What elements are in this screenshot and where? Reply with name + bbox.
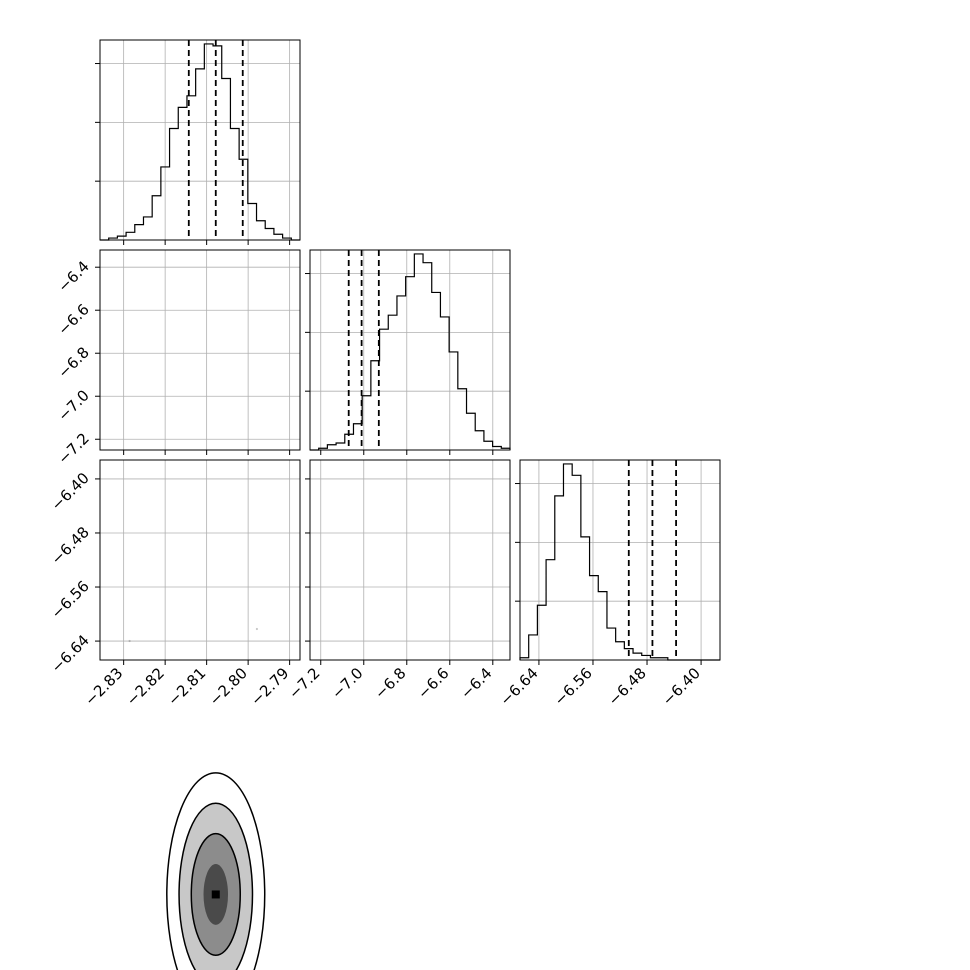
y-tick-label: −6.64 [48, 631, 93, 676]
panel-frame [99, 249, 301, 451]
panel-frame [99, 39, 301, 241]
x-tick-label: −2.83 [81, 664, 126, 709]
x-tick-label: −6.64 [497, 664, 542, 709]
x-tick-label: −6.8 [371, 664, 409, 702]
y-tick-label: −6.56 [48, 577, 93, 622]
y-tick-label: −7.2 [54, 429, 92, 467]
histogram-2 [519, 463, 720, 661]
y-tick-label: −6.6 [54, 300, 92, 338]
x-tick-label: −2.81 [164, 664, 209, 709]
x-tick-label: −6.48 [605, 664, 650, 709]
y-tick-label: −6.40 [48, 469, 93, 514]
x-tick-label: −6.6 [414, 664, 452, 702]
y-tick-label: −6.4 [54, 257, 92, 295]
histogram-0 [100, 43, 300, 241]
scatter-point [128, 639, 131, 643]
x-tick-label: −7.0 [328, 664, 366, 702]
panel-frame [309, 459, 511, 661]
x-tick-label: −6.56 [551, 664, 596, 709]
x-tick-label: −2.80 [206, 664, 251, 709]
y-tick-label: −7.0 [54, 386, 92, 424]
x-tick-label: −2.82 [123, 664, 168, 709]
histogram-1 [310, 253, 511, 451]
density-peak [211, 890, 220, 899]
panel-1-0 [95, 249, 301, 455]
panel-2-1 [305, 459, 511, 665]
panel-frame [309, 249, 511, 451]
panel-frame [99, 459, 301, 661]
x-tick-label: −6.4 [457, 664, 495, 702]
panel-frame [519, 459, 721, 661]
x-tick-label: −6.40 [659, 664, 704, 709]
panel-2-2 [515, 459, 721, 665]
panel-0-0 [95, 39, 301, 245]
y-tick-label: −6.48 [48, 523, 93, 568]
y-tick-label: −6.8 [54, 343, 92, 381]
x-tick-label: −2.79 [247, 664, 292, 709]
panel-1-1 [305, 249, 511, 455]
x-tick-label: −7.2 [285, 664, 323, 702]
panel-2-0 [95, 459, 301, 970]
scatter-point [255, 627, 258, 631]
scatter-points [128, 627, 258, 643]
